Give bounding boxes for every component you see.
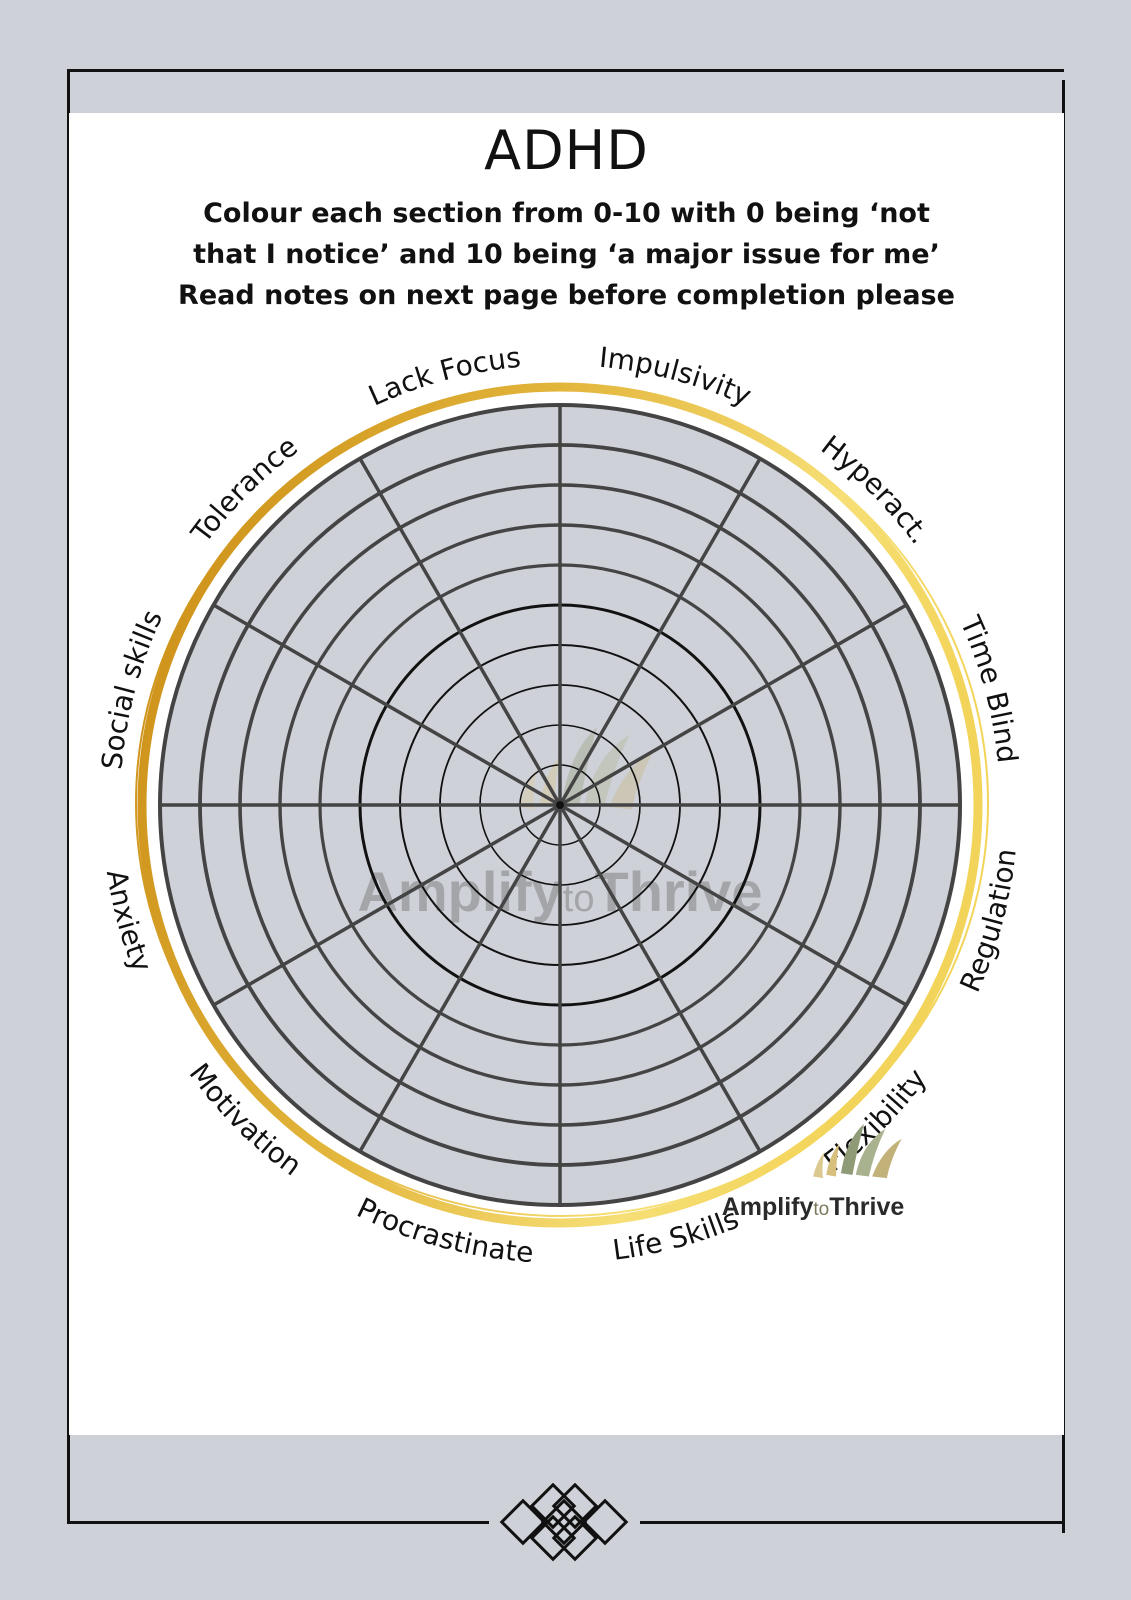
logo-word-thrive: Thrive [829, 1193, 905, 1221]
amplify-to-thrive-logo: AmplifytoThrive [693, 1118, 933, 1238]
wheel-spoke-7 [358, 804, 562, 1153]
frame-left-line [67, 69, 70, 1523]
wheel-spoke-2 [559, 603, 908, 807]
logo-word-to: to [813, 1199, 830, 1220]
frame-bottom-line-right [640, 1521, 1064, 1524]
wheel-spoke-5 [558, 804, 762, 1153]
wheel-spoke-10 [212, 603, 561, 807]
diamond-ornament-icon [499, 1483, 629, 1562]
wheel-spoke-11 [358, 457, 562, 806]
instruction-line-1: Colour each section from 0-10 with 0 bei… [203, 198, 930, 229]
instruction-line-3: Read notes on next page before completio… [178, 280, 955, 311]
wheel-spoke-8 [212, 803, 561, 1007]
wheel-spoke-4 [559, 803, 908, 1007]
watermark-word-0: Amplify [357, 860, 562, 923]
wheel-hub [556, 801, 564, 809]
page-title: ADHD [484, 119, 649, 182]
frame-bottom-line-left [67, 1521, 489, 1524]
logo-leaf-icon [813, 1124, 902, 1179]
gold-outer-ring [137, 382, 983, 1228]
logo-word-amplify: Amplify [721, 1193, 814, 1221]
gold-thin-ring [135, 389, 989, 1217]
instruction-line-2: that I notice’ and 10 being ‘a major iss… [193, 239, 940, 270]
wheel-of-life-chart: AmplifytoThriveImpulsivityHyperact.Time … [95, 341, 1024, 1269]
wheel-spoke-1 [558, 457, 762, 806]
frame-top-line [67, 69, 1064, 72]
logo-wordmark: AmplifytoThrive [693, 1193, 933, 1222]
